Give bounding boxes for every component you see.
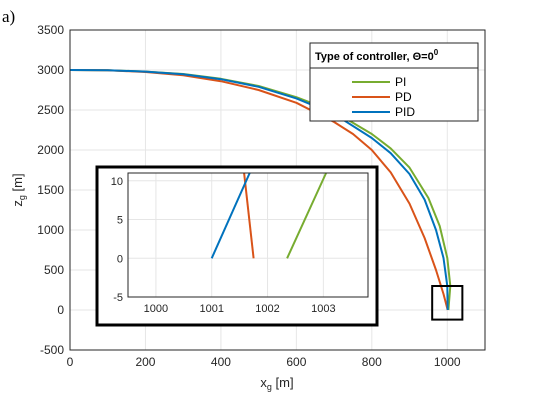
- y-tick-label: 0: [57, 303, 64, 317]
- inset-y-tick-label: -5: [113, 292, 123, 304]
- x-tick-label: 600: [286, 355, 306, 369]
- x-tick-label: 1000: [434, 355, 461, 369]
- y-tick-label: 2000: [37, 143, 64, 157]
- inset-outer-frame: [95, 165, 379, 327]
- y-axis-label: zg [m]: [10, 173, 27, 206]
- y-tick-label: 1500: [37, 183, 64, 197]
- y-tick-label: 500: [44, 263, 64, 277]
- panel-label: a): [2, 7, 15, 26]
- inset-series-line-pi: [286, 172, 328, 259]
- y-tick-label: 1000: [37, 223, 64, 237]
- inset-x-tick-label: 1003: [311, 303, 335, 315]
- x-tick-label: 200: [135, 355, 155, 369]
- legend-entry-pid: PID: [395, 105, 415, 119]
- x-tick-label: 800: [362, 355, 382, 369]
- inset-y-tick-label: 0: [117, 253, 123, 265]
- inset-zoom: 1000 1001 1002 1003 -5 0 5 10: [95, 165, 379, 327]
- legend-title: Type of controller, Θ=00: [315, 48, 439, 63]
- inset-x-tick-label: 1000: [144, 303, 168, 315]
- plot-frame: [69, 29, 486, 351]
- series-line-pid: [69, 69, 449, 311]
- x-axis-label: xg [m]: [260, 375, 293, 392]
- main-tick-labels: 0 200 400 600 800 1000-5000500100015002000250…: [37, 23, 461, 369]
- y-tick-label: 3000: [37, 63, 64, 77]
- inset-plot-frame: [127, 172, 369, 298]
- x-tick-label: 400: [211, 355, 231, 369]
- inset-series-lines: [210, 172, 328, 259]
- y-tick-label: 3500: [37, 23, 64, 37]
- zoom-region-box: [431, 285, 464, 321]
- inset-series-line-pd: [243, 172, 255, 259]
- inset-tick-labels: 1000 1001 1002 1003 -5 0 5 10: [111, 176, 336, 315]
- main-series-lines: [69, 69, 452, 311]
- inset-x-tick-label: 1002: [255, 303, 279, 315]
- y-tick-label: -500: [40, 343, 64, 357]
- inset-y-tick-label: 10: [111, 176, 123, 188]
- y-tick-label: 2500: [37, 103, 64, 117]
- inset-x-tick-label: 1001: [199, 303, 223, 315]
- legend-box: [309, 42, 479, 122]
- legend-entry-pd: PD: [395, 90, 412, 104]
- inset-series-line-pid: [210, 172, 251, 259]
- inset-y-tick-label: 5: [117, 215, 123, 227]
- x-tick-label: 0: [67, 355, 74, 369]
- legend-entry-pi: PI: [395, 75, 406, 89]
